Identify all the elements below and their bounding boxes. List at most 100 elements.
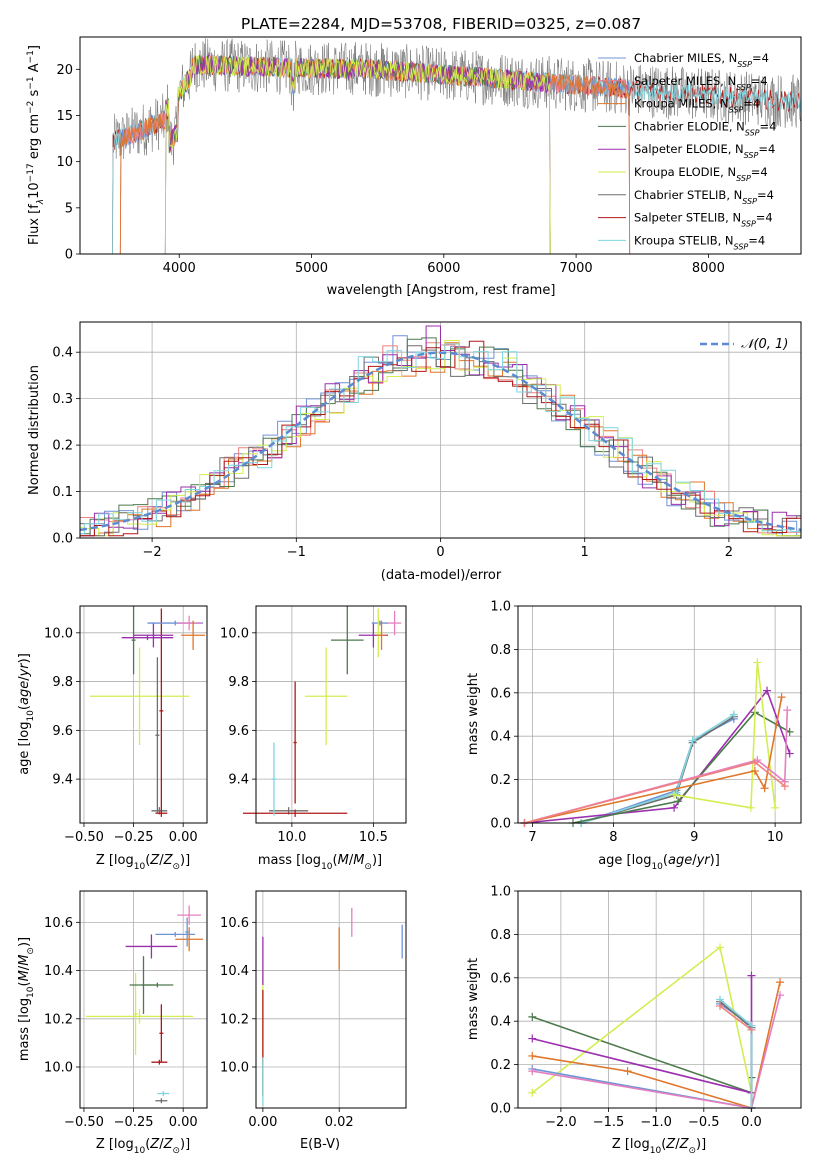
weight-marker xyxy=(783,706,792,715)
weight-line-chabrier-stelib xyxy=(580,716,735,824)
x-tick-label: 7000 xyxy=(560,261,593,276)
y-tick-label: 9.6 xyxy=(52,724,73,739)
weight-marker xyxy=(760,784,769,793)
y-tick-label: 0.0 xyxy=(52,532,73,547)
residuals-xlabel: (data-model)/error xyxy=(381,568,502,583)
x-tick-label: −0.5 xyxy=(688,1115,720,1130)
weight-marker xyxy=(746,803,755,812)
x-tick-label: 8 xyxy=(609,830,617,845)
weight-marker xyxy=(750,766,759,775)
weight-line-chabrier-elodie xyxy=(532,1016,753,1094)
x-tick-label: 0.00 xyxy=(169,830,198,845)
histogram-salpeter-elodie xyxy=(80,325,801,537)
y-tick-label: 10.0 xyxy=(220,1061,249,1076)
x-tick-label: 0.0 xyxy=(741,1115,762,1130)
y-tick-label: 0 xyxy=(65,248,73,263)
y-tick-label: 0.4 xyxy=(490,730,511,745)
y-tick-label: 0.2 xyxy=(490,773,511,788)
weight-line-chabrier-elodie xyxy=(572,711,791,824)
x-tick-label: −1 xyxy=(287,545,306,560)
y-tick-label: 9.8 xyxy=(52,675,73,690)
x-tick-label: 9 xyxy=(690,830,698,845)
y-tick-label: 0.8 xyxy=(490,928,511,943)
x-tick-label: 0.00 xyxy=(248,1115,277,1130)
weight-line-chabrier-miles xyxy=(580,718,735,824)
mass-weight-vs-metallicity-panel: −2.0 −1.5 −1.0 −0.5 0.0 0.0 0.2 0.4 0.6 0.8 1.0 xyxy=(490,885,802,1130)
y-tick-label: 0.8 xyxy=(490,643,511,658)
legend-label-salpeter-miles: Salpeter MILES, NSSP=4 xyxy=(634,74,768,92)
x-tick-label: 2 xyxy=(725,545,733,560)
histogram-chabrier-stelib xyxy=(80,345,801,537)
axes-frame xyxy=(255,890,407,1109)
age-z-ylabel: age [log10(age/yr)] xyxy=(17,653,36,775)
weight-line-chabrier-miles xyxy=(532,1003,753,1109)
weight-marker xyxy=(729,710,738,719)
axes-frame xyxy=(79,36,802,255)
x-tick-label: −1.0 xyxy=(640,1115,672,1130)
spectrum-ylabel: Flux [fλ10−17 erg cm−2 s−1 A−1] xyxy=(26,45,46,245)
y-tick-label: 10.0 xyxy=(44,626,73,641)
y-tick-label: 10.2 xyxy=(220,1012,249,1027)
y-tick-label: 0.2 xyxy=(52,439,73,454)
age-z-xlabel: Z [log10(Z/Z⊙)] xyxy=(96,853,190,872)
normal-curve xyxy=(80,351,801,532)
y-tick-label: 5 xyxy=(65,201,73,216)
y-tick-label: 10.2 xyxy=(44,1012,73,1027)
spectrum-line-chabrier-elodie xyxy=(164,55,551,254)
spectrum-line-chabrier-stelib xyxy=(112,38,801,254)
x-tick-label: 0 xyxy=(436,545,444,560)
weight-marker xyxy=(780,782,789,791)
spectrum-xlabel: wavelength [Angstrom, rest frame] xyxy=(327,283,556,298)
weight-marker xyxy=(528,1034,537,1043)
x-tick-label: 5000 xyxy=(295,261,328,276)
residuals-panel: −2 −1 0 1 2 0.0 0.1 0.2 0.3 0.4 xyxy=(52,321,802,560)
x-tick-label: −2.0 xyxy=(545,1115,577,1130)
legend-label-kroupa-elodie: Kroupa ELODIE, NSSP=4 xyxy=(634,165,768,183)
spectrum-plot-area xyxy=(112,38,801,254)
y-tick-label: 1.0 xyxy=(490,600,511,615)
weight-marker xyxy=(747,1025,756,1034)
spectrum-line-kroupa-miles xyxy=(119,55,631,254)
weight-line-kroupa-elodie xyxy=(673,662,776,809)
x-tick-label: −0.25 xyxy=(114,1115,154,1130)
weight-line-kroupa-miles xyxy=(524,696,783,824)
legend-label-chabrier-miles: Chabrier MILES, NSSP=4 xyxy=(634,51,769,69)
x-tick-label: 10 xyxy=(767,830,784,845)
weight-marker xyxy=(771,803,780,812)
x-tick-label: 4000 xyxy=(163,261,196,276)
weight-marker xyxy=(763,686,772,695)
x-tick-label: −1.5 xyxy=(593,1115,625,1130)
weight-line-kroupa-miles xyxy=(532,981,781,1110)
weight-age-ylabel: mass weight xyxy=(466,673,481,755)
age-vs-metallicity-panel: −0.50 −0.25 0.00 9.4 9.6 9.8 10.0 xyxy=(44,605,208,845)
y-tick-label: 15 xyxy=(56,109,73,124)
histogram-chabrier-elodie xyxy=(80,337,801,537)
weight-marker xyxy=(777,693,786,702)
x-tick-label: −0.50 xyxy=(64,830,104,845)
x-tick-label: 10.0 xyxy=(277,830,306,845)
age-mass-xlabel: mass [log10(M/M⊙)] xyxy=(258,853,382,872)
x-tick-label: −2 xyxy=(143,545,162,560)
weight-marker xyxy=(528,1088,537,1097)
x-tick-label: 7 xyxy=(528,830,536,845)
x-tick-label: 10.5 xyxy=(359,830,388,845)
y-tick-label: 9.6 xyxy=(228,724,249,739)
x-tick-label: 0.02 xyxy=(325,1115,354,1130)
x-tick-label: 0.00 xyxy=(169,1115,198,1130)
y-tick-label: 10.6 xyxy=(44,916,73,931)
weight-marker xyxy=(785,749,794,758)
y-tick-label: 0.1 xyxy=(52,485,73,500)
spectrum-panel: 4000 5000 6000 7000 8000 0 5 10 15 20 xyxy=(56,36,802,276)
y-tick-label: 10.6 xyxy=(220,916,249,931)
weight-line-kroupa-stelib xyxy=(580,713,735,824)
x-tick-label: 8000 xyxy=(692,261,725,276)
axes-frame xyxy=(79,890,208,1109)
mass-z-xlabel: Z [log10(Z/Z⊙)] xyxy=(96,1137,190,1156)
weight-marker xyxy=(750,758,759,767)
mass-z-ylabel: mass [log10(M/M⊙)] xyxy=(17,937,36,1061)
weight-age-xlabel: age [log10(age/yr)] xyxy=(598,853,720,872)
residuals-plot-area xyxy=(80,325,801,537)
y-tick-label: 0.3 xyxy=(52,392,73,407)
y-tick-label: 10.4 xyxy=(44,964,73,979)
y-tick-label: 9.4 xyxy=(228,773,249,788)
